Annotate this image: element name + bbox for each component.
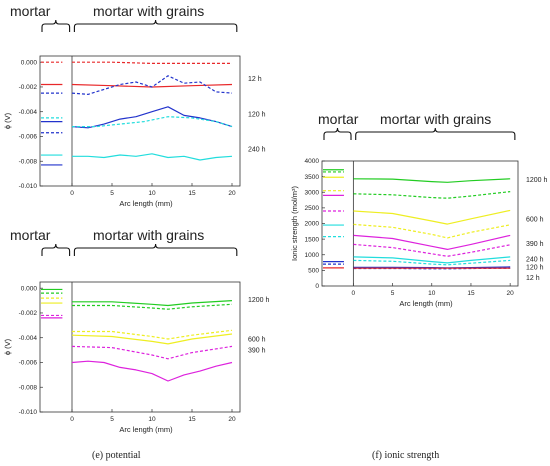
series-line-2 xyxy=(353,209,511,225)
y-tick-label: -0.008 xyxy=(19,158,38,165)
series-line-0 xyxy=(353,178,511,183)
y-tick-label: 1500 xyxy=(305,236,320,243)
x-tick-label: 15 xyxy=(467,290,475,297)
series-label: 390 h xyxy=(248,348,266,355)
brace-mortar-with-grains xyxy=(73,19,238,32)
series-label: 600 h xyxy=(526,217,544,224)
series-line-4 xyxy=(71,106,233,129)
y-axis-label: ϕ (V) xyxy=(3,338,12,355)
x-tick-label: 10 xyxy=(148,416,156,423)
y-tick-label: 0.000 xyxy=(21,59,38,66)
y-tick-label: -0.006 xyxy=(19,134,38,141)
x-tick-label: 20 xyxy=(228,190,236,197)
x-tick-label: 0 xyxy=(352,290,356,297)
series-label: 1200 h xyxy=(526,177,548,184)
x-tick-label: 5 xyxy=(110,190,114,197)
header-mortar-with-grains: mortar with grains xyxy=(93,3,204,19)
series-line-0 xyxy=(72,300,233,307)
caption-ionic-strength: (f) ionic strength xyxy=(372,450,439,461)
y-tick-label: -0.004 xyxy=(19,335,38,342)
y-tick-label: 3000 xyxy=(305,189,320,196)
series-line-2 xyxy=(71,75,233,95)
series-line-5 xyxy=(72,116,233,128)
y-axis-label: Ionic strength (mol/m³) xyxy=(290,185,299,261)
y-tick-label: 0.000 xyxy=(21,285,38,292)
brace-mortar xyxy=(41,243,71,256)
series-label: 12 h xyxy=(526,275,540,282)
x-tick-label: 20 xyxy=(228,416,236,423)
y-tick-label: 0 xyxy=(315,283,319,290)
y-tick-label: -0.002 xyxy=(19,310,38,317)
x-tick-label: 0 xyxy=(70,416,74,423)
header-mortar: mortar xyxy=(10,227,51,243)
plot-frame xyxy=(39,55,241,187)
series-line-5 xyxy=(71,360,233,382)
header-mortar: mortar xyxy=(10,3,51,19)
header-mortar-with-grains: mortar with grains xyxy=(380,111,491,127)
series-label: 12 h xyxy=(248,76,262,83)
brace-mortar xyxy=(41,19,71,32)
y-tick-label: -0.010 xyxy=(19,409,38,416)
series-line-6 xyxy=(72,153,233,161)
series-line-1 xyxy=(72,303,233,310)
brace-mortar-with-grains xyxy=(73,243,238,256)
y-tick-label: 1000 xyxy=(305,252,320,259)
y-tick-label: 4000 xyxy=(305,158,320,165)
series-label: 120 h xyxy=(526,264,544,271)
series-line-3 xyxy=(71,333,233,345)
series-line-0 xyxy=(72,61,232,64)
y-tick-label: -0.004 xyxy=(19,109,38,116)
series-label: 1200 h xyxy=(248,297,270,304)
brace-mortar xyxy=(323,127,352,140)
series-label: 390 h xyxy=(526,241,544,248)
series-line-7 xyxy=(353,259,511,266)
y-tick-label: 500 xyxy=(308,268,319,275)
series-label: 600 h xyxy=(248,336,266,343)
y-tick-label: -0.002 xyxy=(19,84,38,91)
header-mortar-with-grains: mortar with grains xyxy=(93,227,204,243)
potential-bottom-panel: mortar mortar with grains 0.000 -0.002 -0.00… xyxy=(3,227,270,434)
series-line-4 xyxy=(71,345,233,360)
series-line-2 xyxy=(72,329,233,340)
series-label: 240 h xyxy=(526,256,544,263)
x-tick-label: 10 xyxy=(428,290,436,297)
plot-frame xyxy=(39,281,241,413)
y-tick-label: 2500 xyxy=(305,205,320,212)
x-tick-label: 15 xyxy=(188,416,196,423)
series-line-1 xyxy=(353,191,511,199)
x-axis-label: Arc length (mm) xyxy=(399,299,453,308)
series-label: 240 h xyxy=(248,146,266,153)
header-mortar: mortar xyxy=(318,111,359,127)
x-tick-label: 0 xyxy=(70,190,74,197)
caption-potential: (e) potential xyxy=(92,450,141,461)
y-tick-label: 2000 xyxy=(305,221,320,228)
x-tick-label: 5 xyxy=(110,416,114,423)
x-tick-label: 20 xyxy=(507,290,515,297)
y-axis-label: ϕ (V) xyxy=(3,112,12,129)
series-line-3 xyxy=(353,223,511,239)
brace-mortar-with-grains xyxy=(355,127,516,140)
y-tick-label: -0.006 xyxy=(19,360,38,367)
ionic-strength-panel: mortar mortar with grains 0 500 1000 1500 2000… xyxy=(290,111,548,308)
series-line-6 xyxy=(353,256,511,264)
series-line-5 xyxy=(353,243,511,257)
x-tick-label: 15 xyxy=(188,190,196,197)
potential-top-panel: mortar mortar with grains 0.000 -0.002 -0.00… xyxy=(3,3,266,208)
x-axis-label: Arc length (mm) xyxy=(119,199,173,208)
x-tick-label: 10 xyxy=(148,190,156,197)
x-tick-label: 5 xyxy=(391,290,395,297)
x-axis-label: Arc length (mm) xyxy=(119,425,173,434)
series-label: 120 h xyxy=(248,112,266,119)
y-tick-label: -0.010 xyxy=(19,183,38,190)
y-tick-label: -0.008 xyxy=(19,384,38,391)
y-tick-label: 3500 xyxy=(305,174,320,181)
series-line-4 xyxy=(353,234,511,250)
